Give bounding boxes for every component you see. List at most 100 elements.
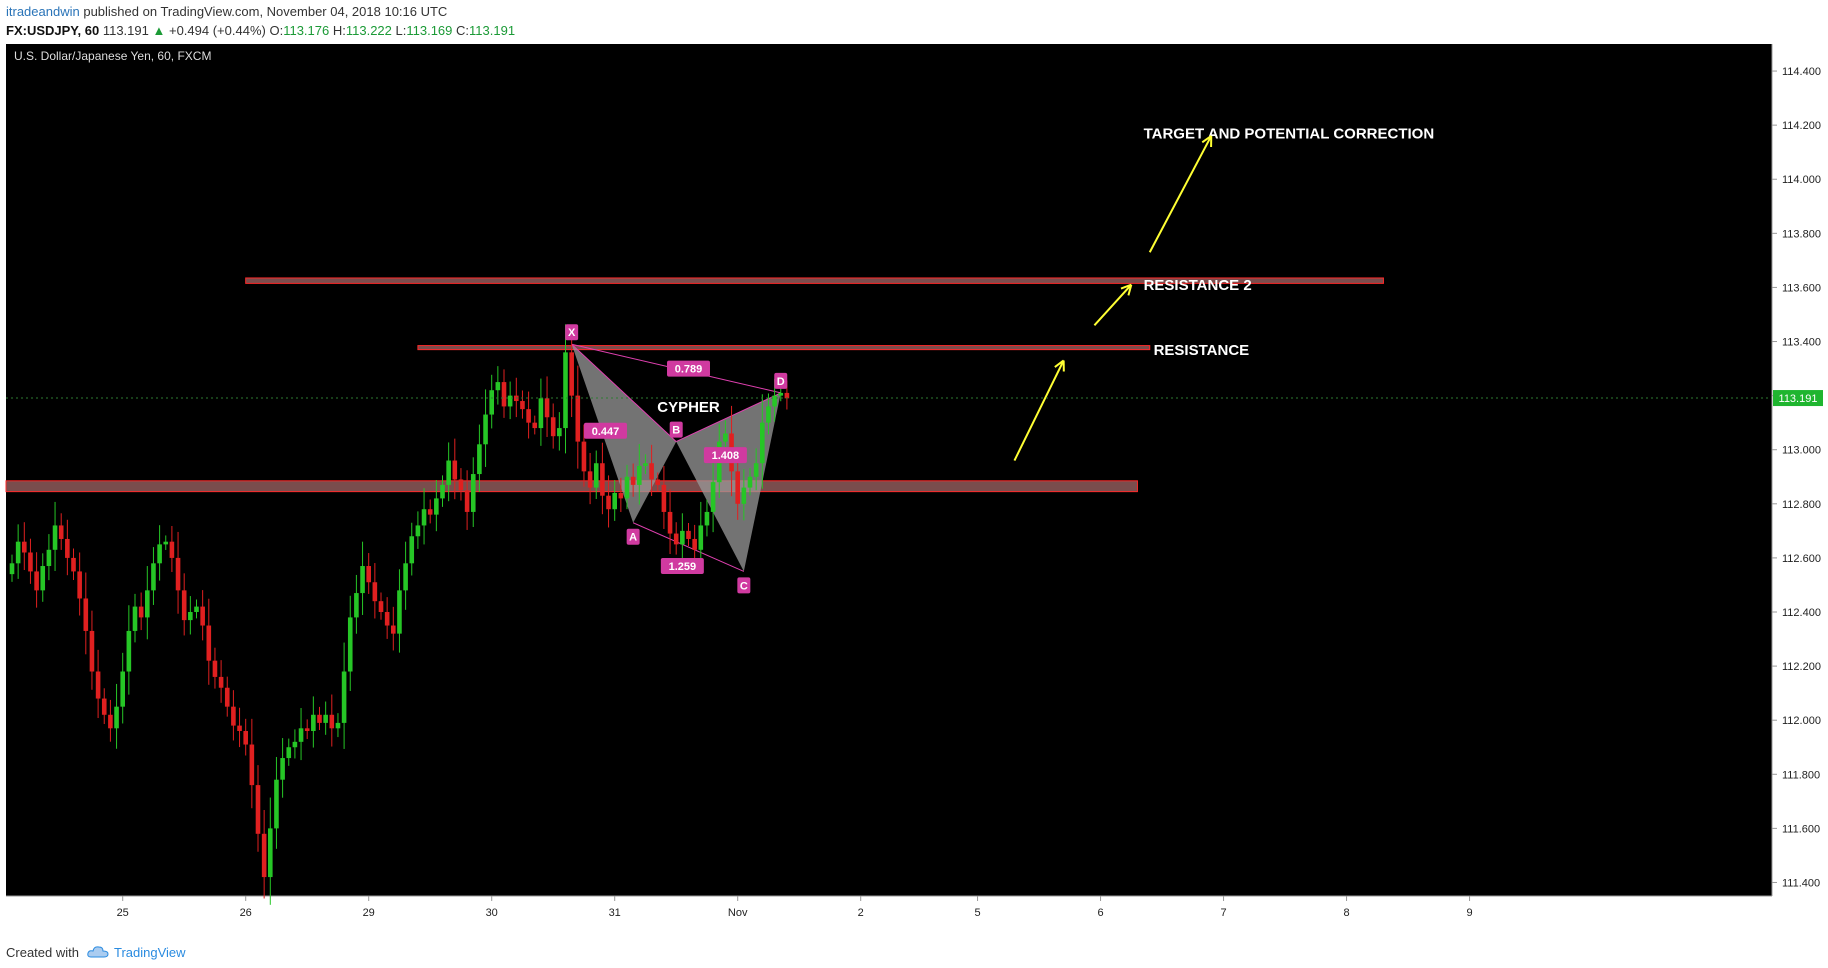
- y-tick-label: 112.800: [1782, 499, 1821, 511]
- trend-arrows: [1013, 135, 1213, 461]
- candle-body: [255, 785, 261, 834]
- price-axis-area: [1772, 44, 1828, 896]
- chart-background: [6, 44, 1772, 896]
- candle-body: [501, 382, 507, 407]
- candle-body: [354, 593, 359, 618]
- x-tick-label: 8: [1343, 907, 1349, 919]
- candle-body: [618, 492, 624, 499]
- author-link[interactable]: itradeandwin: [6, 4, 80, 19]
- candle-body: [77, 571, 82, 599]
- point-label-c-badge: [737, 577, 751, 594]
- candle-body: [132, 606, 138, 631]
- candle-body: [145, 590, 150, 618]
- point-label-a: A: [629, 532, 637, 544]
- y-tick-label: 113.800: [1782, 228, 1821, 240]
- candle-body: [470, 474, 476, 512]
- candle-body: [427, 509, 433, 515]
- candle-body: [212, 660, 218, 677]
- candle-body: [397, 590, 402, 634]
- candle-body: [544, 398, 550, 418]
- candle-body: [120, 671, 125, 707]
- candle-body: [95, 671, 101, 699]
- trend-arrow-head: [1120, 283, 1132, 290]
- x-tick-label: 9: [1466, 907, 1472, 919]
- candle-body: [378, 601, 384, 612]
- point-label-d-badge: [774, 372, 788, 389]
- tradingview-cloud-icon: [87, 946, 109, 958]
- candle-body: [772, 395, 777, 407]
- candle-body: [237, 725, 242, 732]
- low-value: 113.169: [406, 23, 453, 38]
- x-axis-ticks: 25 26 29 30 31 Nov 2 5 6 7 8 9: [117, 896, 1473, 919]
- candle-body: [624, 476, 630, 499]
- candle-body: [563, 352, 568, 429]
- change-arrow-icon: ▲: [152, 23, 166, 38]
- trend-arrow-line: [1013, 360, 1065, 461]
- candle-body: [372, 582, 378, 602]
- trend-arrow-line: [1148, 135, 1213, 253]
- tradingview-logo[interactable]: TradingView: [87, 945, 186, 960]
- trend-arrow-head: [1201, 135, 1212, 144]
- candle-body: [489, 390, 494, 415]
- x-tick-label: Nov: [728, 907, 748, 919]
- candle-body: [593, 463, 599, 488]
- candle-body: [415, 525, 421, 537]
- close-value: 113.191: [469, 23, 516, 38]
- candle-body: [206, 625, 212, 661]
- candle-body: [200, 606, 205, 626]
- candle-body: [630, 476, 636, 485]
- candle-body: [600, 463, 605, 496]
- price-chart[interactable]: U.S. Dollar/Japanese Yen, 60, FXCM 114.4…: [0, 44, 1828, 936]
- support-zone: [5, 480, 1138, 493]
- candle-body: [661, 484, 667, 512]
- candle-body: [464, 490, 470, 512]
- candle-body: [637, 465, 642, 485]
- candle-body: [71, 557, 76, 572]
- y-tick-label: 113.000: [1782, 445, 1821, 457]
- current-price-badge: [1773, 390, 1823, 407]
- y-tick-label: 111.600: [1782, 823, 1820, 835]
- ratio-label: 0.789: [675, 364, 703, 376]
- candle-body: [587, 471, 593, 488]
- candle-body: [9, 563, 15, 575]
- x-tick-label: 29: [363, 907, 375, 919]
- candle-body: [58, 525, 64, 539]
- candle-body: [680, 530, 685, 545]
- resistance-zone: [417, 345, 1151, 351]
- candle-body: [557, 428, 562, 437]
- candle-body: [538, 398, 544, 429]
- candle-body: [581, 441, 587, 472]
- candle-body: [735, 471, 740, 504]
- point-label-c: C: [740, 580, 748, 592]
- candle-body: [710, 482, 716, 512]
- last-price: 113.191: [102, 23, 149, 38]
- candle-body: [292, 741, 298, 748]
- open-label: O:: [269, 23, 284, 38]
- ratio-label-badge: [667, 360, 710, 377]
- candle-body: [304, 728, 310, 732]
- candle-body: [458, 479, 464, 491]
- x-tick-label: 30: [486, 907, 498, 919]
- candle-body: [169, 541, 175, 558]
- candle-body: [569, 352, 574, 396]
- candle-body: [261, 833, 267, 878]
- candle-body: [317, 714, 322, 723]
- candle-body: [188, 612, 193, 621]
- candle-body: [224, 687, 230, 707]
- candles: [9, 324, 790, 905]
- candle-body: [157, 544, 162, 564]
- candle-body: [108, 714, 113, 729]
- candle-body: [704, 511, 710, 526]
- y-tick-label: 112.400: [1782, 607, 1821, 619]
- candle-body: [649, 463, 654, 480]
- chart-container[interactable]: U.S. Dollar/Japanese Yen, 60, FXCM 114.4…: [0, 44, 1828, 936]
- candle-body: [698, 525, 704, 550]
- candle-body: [231, 706, 236, 726]
- candle-body: [452, 460, 458, 480]
- candle-body: [643, 463, 648, 466]
- close-label: C:: [456, 23, 470, 38]
- candle-body: [89, 630, 95, 672]
- candle-body: [323, 714, 328, 723]
- x-tick-label: 26: [240, 907, 252, 919]
- pattern-guide-line: [675, 392, 781, 443]
